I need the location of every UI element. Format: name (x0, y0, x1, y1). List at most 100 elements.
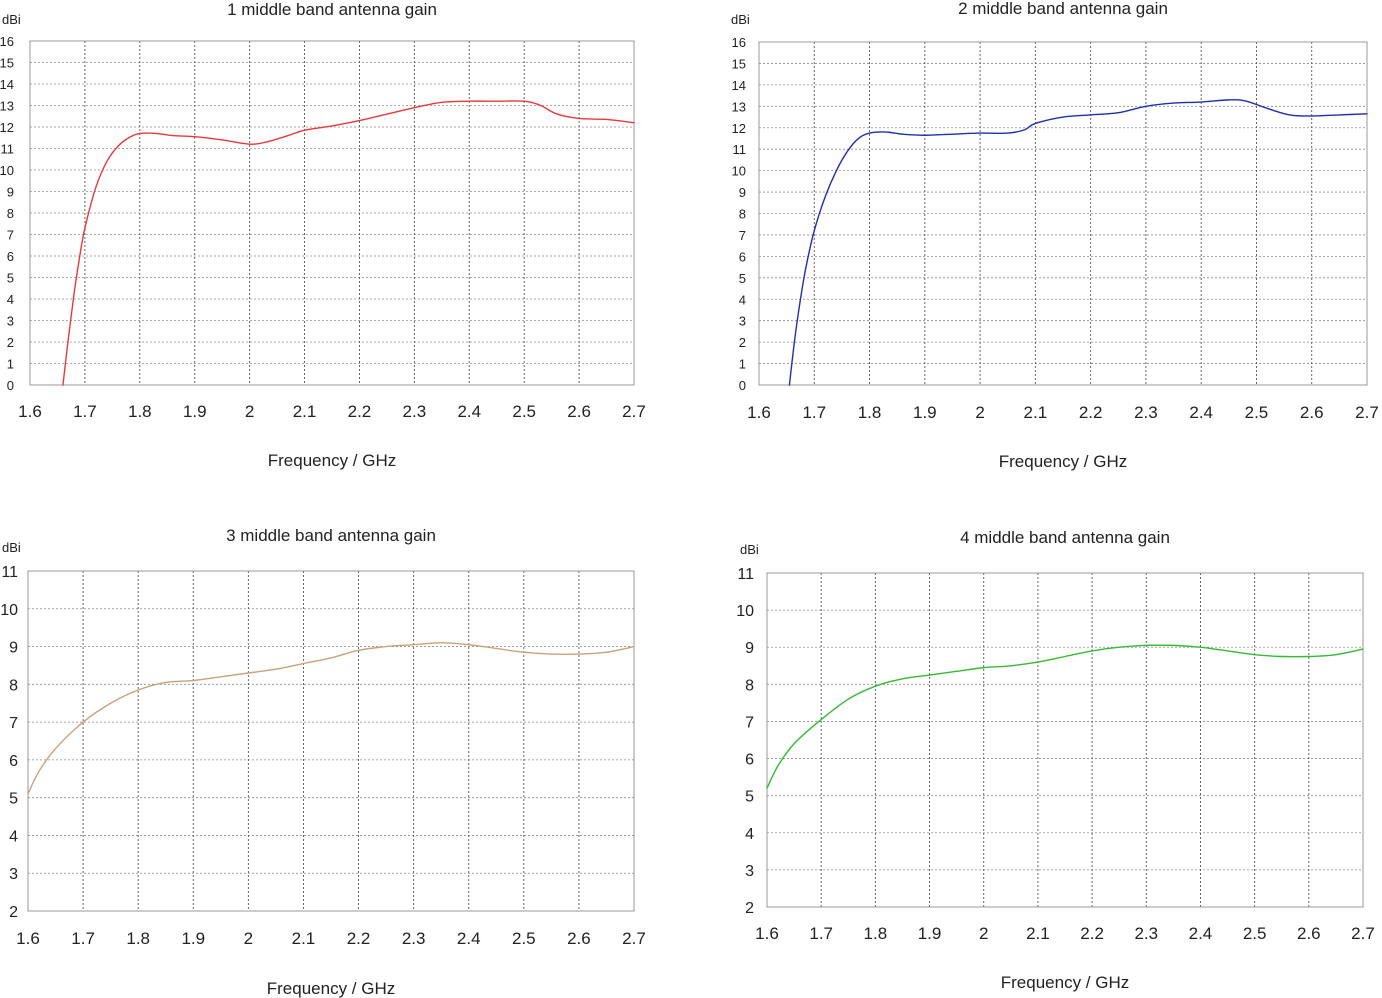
y-tick-label: 4 (7, 292, 14, 307)
series-line-1 (27, 642, 635, 795)
y-tick-label: 15 (732, 56, 746, 71)
x-axis-title: Frequency / GHz (999, 452, 1128, 471)
x-tick-label: 1.9 (918, 924, 942, 943)
plot-area (29, 40, 635, 386)
x-tick-label: 1.7 (73, 402, 97, 421)
y-tick-label: 0 (739, 378, 746, 393)
y-tick-label: 7 (745, 714, 754, 731)
y-tick-label: 3 (7, 314, 14, 329)
y-tick-label: 16 (0, 34, 14, 49)
y-tick-label: 2 (745, 900, 754, 917)
x-tick-label: 2.4 (457, 402, 481, 421)
y-tick-label: 11 (733, 142, 747, 157)
y-tick-label: 6 (745, 752, 754, 769)
x-axis-title: Frequency / GHz (268, 451, 397, 470)
x-tick-label: 2.5 (1243, 924, 1267, 943)
y-tick-label: 9 (9, 640, 18, 657)
x-tick-label: 1.7 (71, 929, 95, 948)
x-tick-label: 1.9 (913, 403, 937, 422)
y-axis-unit-label: dBi (731, 12, 750, 27)
y-axis-unit-label: dBi (2, 12, 21, 27)
x-tick-label: 2 (979, 924, 988, 943)
x-tick-label: 1.8 (128, 402, 152, 421)
x-tick-label: 2.2 (1079, 403, 1103, 422)
series-line-1 (788, 99, 1368, 386)
x-tick-label: 2.2 (1080, 924, 1104, 943)
y-tick-label: 8 (745, 677, 754, 694)
y-tick-label: 8 (7, 206, 14, 221)
y-tick-label: 4 (745, 826, 754, 843)
x-tick-label: 2 (975, 403, 984, 422)
y-tick-label: 2 (9, 904, 18, 921)
y-axis-unit-label: dBi (740, 542, 759, 557)
y-tick-label: 10 (0, 602, 18, 619)
y-tick-label: 1 (7, 357, 14, 372)
x-tick-label: 1.9 (183, 402, 207, 421)
x-tick-label: 2.1 (1026, 924, 1050, 943)
x-tick-label: 2.5 (512, 402, 536, 421)
y-tick-label: 9 (745, 640, 754, 657)
chart-title: 2 middle band antenna gain (958, 0, 1168, 18)
x-tick-label: 1.7 (802, 403, 826, 422)
plot-area (766, 572, 1364, 908)
grid (30, 41, 634, 385)
x-tick-label: 2.5 (1245, 403, 1269, 422)
y-tick-label: 3 (745, 863, 754, 880)
y-tick-label: 11 (737, 566, 754, 583)
y-tick-label: 7 (9, 715, 18, 732)
y-tick-label: 11 (1, 142, 15, 157)
x-tick-label: 1.6 (16, 929, 40, 948)
x-tick-label: 2.1 (292, 929, 316, 948)
y-tick-label: 2 (739, 335, 746, 350)
y-tick-label: 12 (732, 121, 746, 136)
y-tick-label: 4 (9, 828, 18, 845)
x-axis-title: Frequency / GHz (1001, 973, 1130, 992)
x-tick-label: 2.7 (1351, 924, 1375, 943)
y-tick-label: 10 (736, 603, 754, 620)
x-tick-label: 2.7 (1355, 403, 1379, 422)
y-axis-unit-label: dBi (2, 540, 21, 555)
y-tick-label: 7 (7, 228, 14, 243)
x-tick-label: 2.4 (1189, 403, 1213, 422)
y-tick-label: 11 (1, 564, 18, 581)
series-line-1 (766, 644, 1364, 789)
y-tick-label: 1 (739, 357, 746, 372)
x-tick-label: 1.6 (18, 402, 42, 421)
y-tick-label: 8 (9, 677, 18, 694)
x-tick-label: 1.8 (126, 929, 150, 948)
y-tick-label: 0 (7, 378, 14, 393)
plot-area (758, 41, 1368, 386)
x-tick-label: 1.6 (755, 924, 779, 943)
y-tick-label: 10 (0, 163, 14, 178)
y-tick-label: 8 (739, 207, 746, 222)
x-tick-label: 1.7 (809, 924, 833, 943)
x-tick-label: 1.6 (747, 403, 771, 422)
y-tick-label: 16 (732, 35, 746, 50)
y-tick-label: 4 (739, 292, 746, 307)
y-tick-label: 9 (739, 185, 746, 200)
x-tick-label: 2.3 (402, 929, 426, 948)
x-tick-label: 2.3 (1134, 403, 1158, 422)
grid (28, 571, 634, 911)
x-tick-label: 2.6 (1297, 924, 1321, 943)
plot-area (27, 570, 635, 912)
x-tick-label: 2.6 (1300, 403, 1324, 422)
y-tick-label: 15 (0, 56, 14, 71)
x-tick-label: 2.4 (457, 929, 481, 948)
x-tick-label: 2 (245, 402, 254, 421)
chart-1: 1 middle band antenna gaindBi01234567891… (0, 0, 646, 470)
x-tick-label: 2.7 (622, 929, 646, 948)
x-tick-label: 2.3 (403, 402, 427, 421)
x-tick-label: 2.5 (512, 929, 536, 948)
y-tick-label: 3 (739, 314, 746, 329)
y-tick-label: 6 (739, 249, 746, 264)
x-tick-label: 1.8 (864, 924, 888, 943)
y-tick-label: 10 (732, 164, 746, 179)
grid (767, 573, 1363, 907)
y-tick-label: 9 (7, 185, 14, 200)
y-tick-label: 3 (9, 866, 18, 883)
x-tick-label: 2.2 (348, 402, 372, 421)
y-tick-label: 2 (7, 335, 14, 350)
y-tick-label: 6 (7, 249, 14, 264)
chart-3: 3 middle band antenna gain dBi 2 3 4 5 6 7 8 9 10 1… (0, 526, 646, 998)
